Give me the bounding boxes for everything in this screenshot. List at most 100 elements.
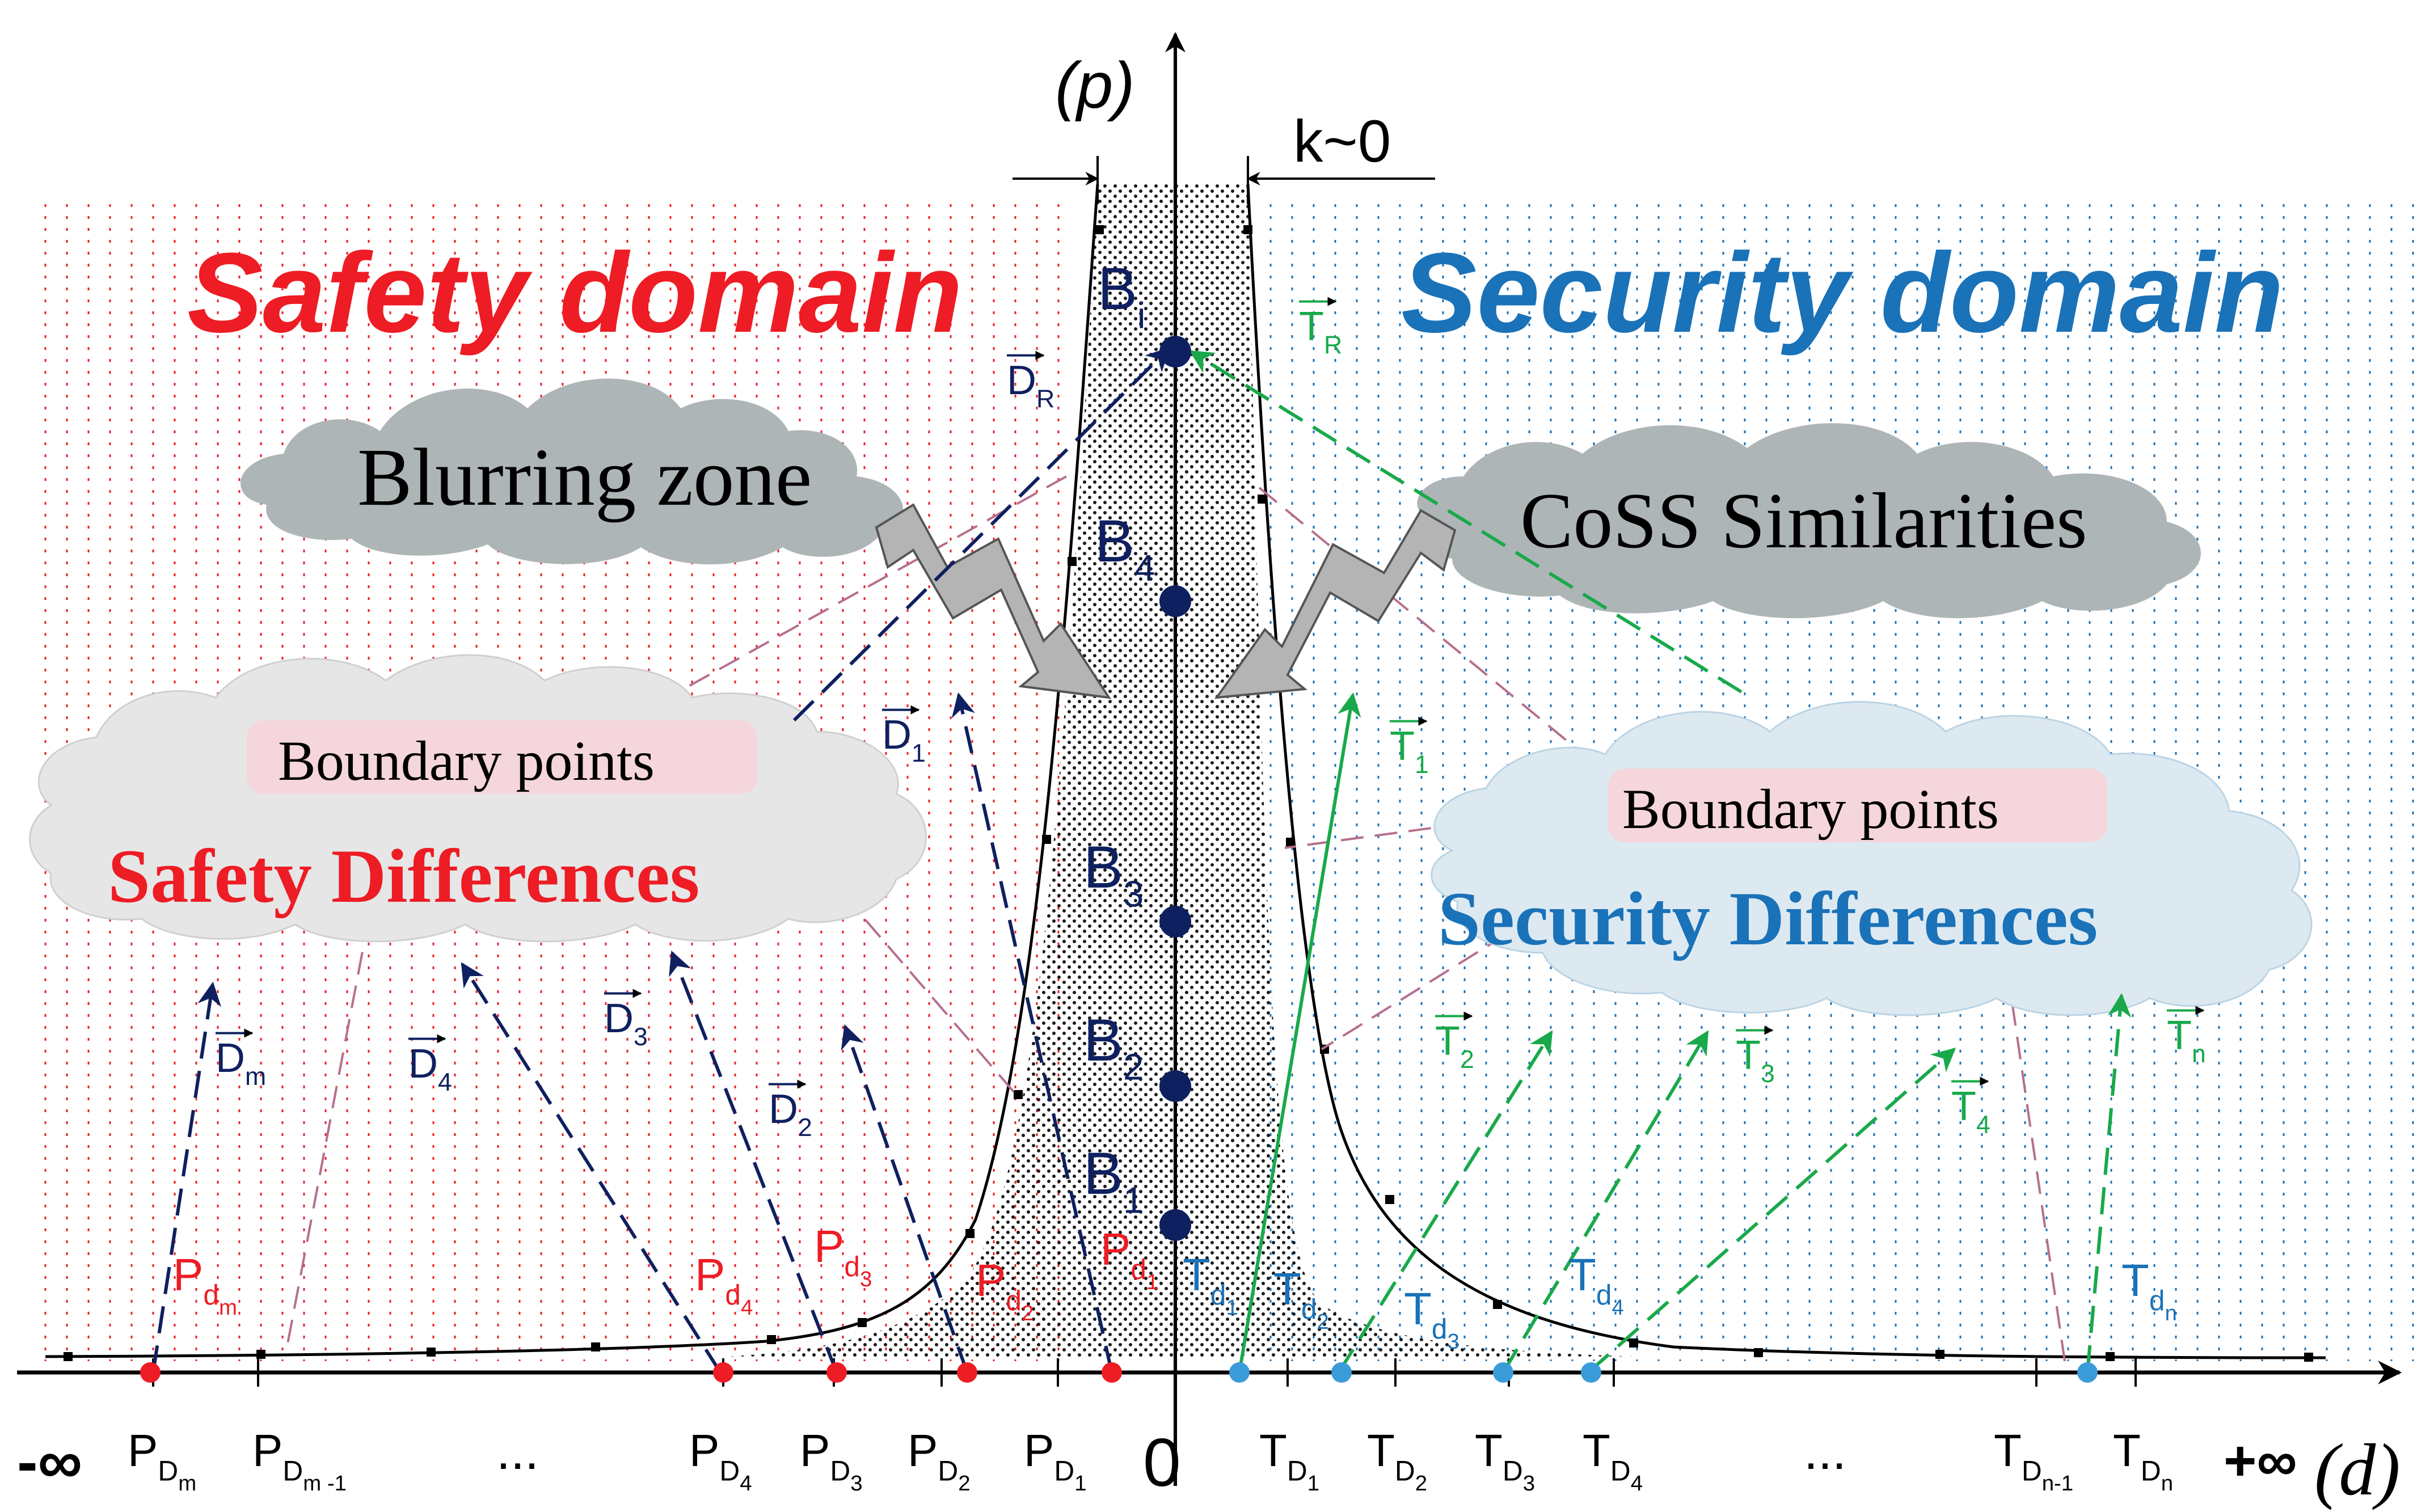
k-bracket <box>1013 156 1435 204</box>
d-vector-label-6: Dm <box>216 1028 266 1091</box>
vector-t2 <box>1337 1030 1553 1374</box>
security-hatch-lines <box>1269 204 2414 1361</box>
pd-label-2-text: Pd4 <box>695 1249 753 1320</box>
pd-point <box>957 1362 977 1383</box>
pd-label-4-text: Pd2 <box>976 1255 1033 1325</box>
k-label: k~0 <box>1293 108 1391 175</box>
t-vector-label-1: TR <box>1299 297 1342 359</box>
pos-inf-label: +∞ <box>2224 1429 2297 1493</box>
d-vector-label-2-text: D1 <box>882 712 926 767</box>
axis-label-left-6: PD1 <box>1024 1425 1087 1496</box>
td-label-2-text: Td2 <box>1273 1264 1329 1334</box>
d-vector-label-3-text: D2 <box>769 1087 812 1142</box>
t-vector-label-2-text: T1 <box>1390 724 1429 779</box>
curve-marker <box>1068 557 1077 566</box>
pd-label-4: Pd2 <box>976 1255 1033 1325</box>
t-vector-label-5-text: T4 <box>1951 1084 1990 1139</box>
t-vector-label-6: Tn <box>2167 1006 2206 1068</box>
d-vector-label-4: D3 <box>604 989 648 1051</box>
t-vector-label-4: T3 <box>1736 1025 1775 1088</box>
axis-label-right-1: TD1 <box>1259 1425 1319 1496</box>
coss-similarities-arrow <box>1214 509 1457 699</box>
vector-t3 <box>1501 1030 1709 1374</box>
neg-inf-label: -∞ <box>17 1427 82 1497</box>
pd-point <box>140 1362 161 1383</box>
curve-marker <box>591 1342 600 1351</box>
safety-differences-label: Safety Differences <box>108 834 699 919</box>
curve-marker <box>1243 225 1252 234</box>
axis-label-left-3-text: PD4 <box>689 1425 752 1496</box>
curve-marker <box>1286 838 1295 847</box>
curve-marker <box>1385 1195 1394 1204</box>
curve-marker <box>858 1318 867 1327</box>
blurring-zone-dots <box>681 184 1787 1358</box>
td-point <box>1331 1362 1352 1383</box>
pd-label-2: Pd4 <box>695 1249 753 1320</box>
safety-domain-title: Safety domain <box>187 230 963 356</box>
d-vector-label-2: D1 <box>882 705 926 767</box>
b-label-1: Bi <box>1098 256 1146 336</box>
curve-marker <box>1042 835 1051 844</box>
vector-d2 <box>841 1024 969 1373</box>
vector-d3 <box>669 951 838 1374</box>
td-label-4-text: Td4 <box>1568 1249 1624 1320</box>
pd-label-3: Pd3 <box>814 1221 872 1291</box>
pd-point <box>713 1362 733 1383</box>
curve-marker <box>2304 1353 2313 1362</box>
curve-marker <box>64 1352 73 1361</box>
td-label-5-text: Tdn <box>2121 1255 2177 1325</box>
vector-t1 <box>1238 692 1361 1373</box>
t-vector-label-2: T1 <box>1390 716 1429 779</box>
axis-label-left-2: PDm -1 <box>252 1425 347 1496</box>
vector-d4 <box>461 962 722 1374</box>
curve-markers <box>64 225 2313 1362</box>
d-vector-label-3: D2 <box>769 1079 812 1142</box>
vector-dm <box>151 981 222 1373</box>
b-point-2 <box>1159 585 1191 617</box>
d-axis-label: (d) <box>2314 1429 2401 1511</box>
td-point <box>1581 1362 1601 1383</box>
axis-label-right-5: TDn-1 <box>1994 1425 2073 1496</box>
axis-label-left-4: PD3 <box>800 1425 863 1496</box>
axis-label-left-6-text: PD1 <box>1024 1425 1087 1496</box>
b-label-2: B4 <box>1095 508 1155 589</box>
vector-d1 <box>951 692 1113 1373</box>
vector-t4 <box>1587 1048 1956 1374</box>
td-label-3-text: Td3 <box>1404 1283 1459 1354</box>
ellipsis-right: ... <box>1804 1424 1846 1480</box>
origin-label: 0 <box>1143 1425 1181 1501</box>
curve-marker <box>427 1348 436 1357</box>
axis-label-left-3: PD4 <box>689 1425 752 1496</box>
p-axis-label: (p) <box>1055 49 1135 122</box>
boundary-box-left <box>247 720 757 794</box>
axis-label-right-6-text: TDn <box>2113 1425 2173 1496</box>
b-label-1-text: Bi <box>1098 256 1146 336</box>
axis-label-left-5-text: PD2 <box>908 1425 971 1496</box>
vector-tn <box>2086 992 2132 1373</box>
axis-label-right-3: TD3 <box>1475 1425 1535 1496</box>
axis-label-left-1-text: PDm <box>128 1425 196 1496</box>
b-label-3-text: B3 <box>1083 834 1144 915</box>
axis-label-right-1-text: TD1 <box>1259 1425 1319 1496</box>
points <box>140 336 2098 1383</box>
b-label-4: B2 <box>1083 1007 1144 1088</box>
axis-label-right-4-text: TD4 <box>1583 1425 1643 1496</box>
b-label-5-text: B1 <box>1083 1141 1144 1221</box>
b-label-5: B1 <box>1083 1141 1144 1221</box>
axis-label-right-2-text: TD2 <box>1367 1425 1427 1496</box>
t-vector-label-3-text: T2 <box>1435 1019 1474 1074</box>
vector-tr <box>1189 350 1743 694</box>
t-vector-label-4-text: T3 <box>1736 1033 1775 1088</box>
d-vector-label-5-text: D4 <box>408 1041 452 1096</box>
t-vector-label-6-text: Tn <box>2167 1013 2206 1068</box>
axis-label-right-5-text: TDn-1 <box>1994 1425 2073 1496</box>
boundary-points-right: Boundary points <box>1622 778 1999 841</box>
pd-label-5: Pd1 <box>1100 1224 1158 1294</box>
vector-dr <box>792 347 1170 722</box>
coss-similarities-cloud <box>1417 423 2201 618</box>
axis-label-left-2-text: PDm -1 <box>252 1425 347 1496</box>
b-label-2-text: B4 <box>1095 508 1155 589</box>
d-vector-label-4-text: D3 <box>604 996 648 1051</box>
b-point-4 <box>1159 1070 1191 1102</box>
